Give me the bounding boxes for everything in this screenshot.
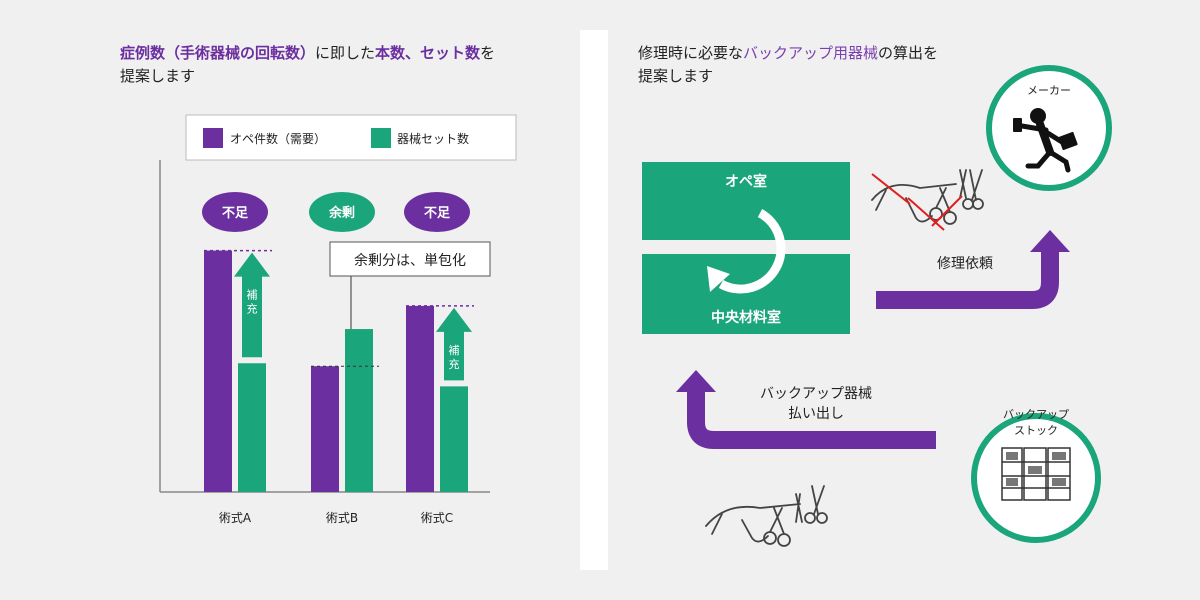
supplement-label-3-b: 充	[449, 357, 460, 371]
maker-circle	[986, 65, 1112, 191]
backup-flow-diagram: オペ室 中央材料室 修理依頼 バックアップ器械 払い出し メーカー バックアップ…	[642, 65, 1112, 547]
left-heading: 症例数（手術器械の回転数）に即した本数、セット数を 提案します	[120, 42, 495, 88]
backup-dispatch-arrow	[687, 390, 936, 449]
repair-request-arrow	[876, 250, 1059, 309]
left-heading-text-2: を	[480, 44, 496, 62]
left-heading-text-1: に即した	[315, 44, 376, 62]
badge-label-1: 不足	[222, 206, 249, 221]
left-heading-highlight-2: 本数、セット数	[375, 44, 481, 62]
badge-label-3: 不足	[424, 206, 451, 221]
legend-label-ope: オペ件数（需要）	[230, 131, 326, 146]
badge-label-2: 余剰	[328, 205, 355, 221]
repair-request-label: 修理依頼	[937, 256, 993, 272]
rotation-ring	[718, 209, 786, 294]
backup-dispatch-label-2: 払い出し	[788, 406, 844, 422]
storage-rack-icon	[1001, 447, 1071, 501]
repair-request-arrowhead	[1030, 230, 1070, 252]
left-panel: 症例数（手術器械の回転数）に即した本数、セット数を 提案します オペ件数（需要）…	[0, 30, 580, 570]
badge-3	[404, 192, 470, 232]
category-label-1: 術式A	[219, 511, 252, 525]
running-person-icon	[1013, 108, 1078, 173]
legend-box	[185, 114, 517, 161]
bar-set-3	[440, 386, 468, 492]
left-heading-highlight-1: 症例数（手術器械の回転数）	[120, 44, 316, 62]
stock-chart: オペ件数（需要） 器械セット数 余剰分は、単包化 補充不足術式A余剰術式B補充不…	[159, 114, 517, 525]
ope-room-label: オペ室	[725, 173, 767, 190]
legend-swatch-ope	[203, 128, 223, 148]
central-room-box	[642, 254, 850, 334]
bar-ope-2	[311, 366, 339, 492]
legend-swatch-set	[371, 128, 391, 148]
central-room-label: 中央材料室	[711, 309, 781, 326]
supplement-arrow-head-3	[436, 307, 472, 332]
right-heading: 修理時に必要なバックアップ用器械の算出を 提案します	[638, 42, 938, 88]
legend-label-set: 器械セット数	[397, 131, 469, 146]
panel-divider	[580, 30, 608, 570]
supplement-arrow-shaft-1	[242, 274, 262, 358]
bar-ope-3	[406, 305, 434, 492]
right-heading-text-2: の算出を	[878, 44, 939, 62]
bar-ope-1	[204, 250, 232, 492]
maker-label: メーカー	[1027, 84, 1071, 97]
callout-box	[329, 241, 491, 277]
supplement-label-1-b: 充	[247, 302, 258, 316]
supplement-arrow-shaft-3	[444, 329, 464, 381]
backup-stock-label-1: バックアップ	[1003, 408, 1069, 421]
badge-2	[309, 192, 375, 232]
backup-instruments-icon	[705, 485, 828, 547]
category-label-2: 術式B	[326, 511, 358, 525]
ope-room-box	[642, 162, 850, 240]
left-heading-line2: 提案します	[120, 67, 196, 85]
category-label-3: 術式C	[421, 511, 453, 525]
right-panel: 修理時に必要なバックアップ用器械の算出を 提案します オペ室 中央材料室 修理依…	[610, 30, 1200, 570]
bar-set-2	[345, 329, 373, 492]
badge-1	[202, 192, 268, 232]
backup-dispatch-label-1: バックアップ器械	[760, 386, 872, 402]
backup-stock-label-2: ストック	[1014, 424, 1058, 437]
supplement-label-1: 補	[247, 289, 258, 302]
backup-dispatch-arrowhead	[676, 370, 716, 392]
supplement-arrow-head-1	[234, 252, 270, 277]
right-heading-line2: 提案します	[638, 67, 714, 85]
bar-set-1	[238, 363, 266, 492]
rotation-arrow-head	[707, 266, 730, 292]
right-heading-text-1: 修理時に必要な	[638, 44, 744, 62]
broken-cross-marks	[871, 173, 963, 231]
supplement-label-3: 補	[449, 344, 460, 357]
backup-stock-circle	[971, 413, 1101, 543]
callout-text: 余剰分は、単包化	[354, 252, 466, 269]
right-heading-highlight: バックアップ用器械	[743, 44, 879, 62]
